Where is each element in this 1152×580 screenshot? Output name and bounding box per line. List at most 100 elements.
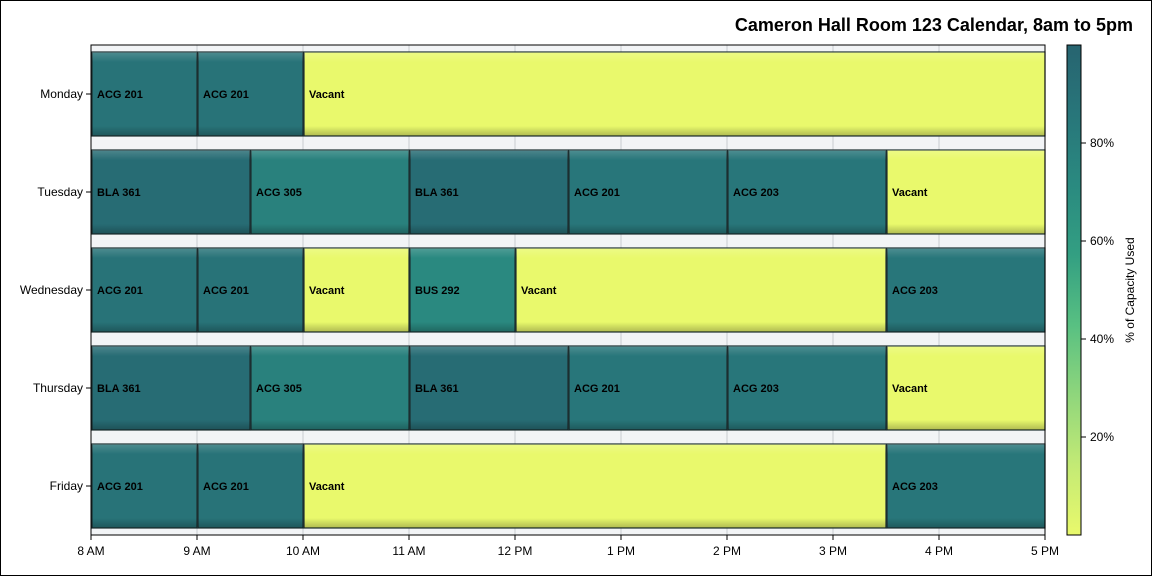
bar-bevel [304, 248, 409, 332]
segment: ACG 201 [91, 247, 198, 333]
bar-bevel [92, 248, 197, 332]
bar-bevel [92, 52, 197, 136]
bar-bevel [198, 248, 303, 332]
bar-label: ACG 201 [203, 89, 249, 101]
x-tick-label: 5 PM [1031, 544, 1059, 558]
bar-label: ACG 201 [203, 285, 249, 297]
x-tick-label: 9 AM [183, 544, 210, 558]
bar-label: BLA 361 [415, 383, 459, 395]
bar-bevel [569, 346, 727, 430]
x-tick-label: 8 AM [77, 544, 104, 558]
y-tick-label: Friday [50, 479, 83, 493]
segment: ACG 305 [250, 345, 410, 431]
bar-bevel [887, 248, 1045, 332]
segment: ACG 203 [727, 149, 887, 235]
chart-title: Cameron Hall Room 123 Calendar, 8am to 5… [734, 15, 1133, 35]
x-tick-label: 2 PM [713, 544, 741, 558]
bar-bevel [410, 248, 515, 332]
bar-label: ACG 203 [892, 285, 938, 297]
bar-bevel [92, 150, 250, 234]
colorbar-legend: 20% 40% 60% 80% % of Capacity Used [1066, 44, 1137, 536]
bar-label: ACG 305 [256, 383, 302, 395]
bar-label: ACG 201 [574, 383, 620, 395]
bar-label: ACG 201 [97, 89, 143, 101]
row-tuesday: BLA 361 ACG 305 BLA 361 ACG 201 ACG 203 Vacan… [91, 149, 1046, 235]
bar-label: Vacant [892, 187, 928, 199]
bar-bevel [92, 346, 250, 430]
bar-bevel [410, 150, 568, 234]
bar-label: ACG 203 [733, 187, 779, 199]
bar-bevel [887, 346, 1045, 430]
segment: ACG 201 [197, 443, 304, 529]
bar-label: BUS 292 [415, 285, 460, 297]
bar-label: Vacant [521, 285, 557, 297]
bar-bevel [887, 444, 1045, 528]
segment: Vacant [303, 443, 887, 529]
bar-bevel [728, 150, 886, 234]
bar-bevel [304, 52, 1045, 136]
colorbar-tick-label: 60% [1090, 234, 1114, 248]
segment: Vacant [303, 51, 1046, 137]
x-tick-label: 4 PM [925, 544, 953, 558]
row-thursday: BLA 361 ACG 305 BLA 361 ACG 201 ACG 203 Vacan… [91, 345, 1046, 431]
bar-bevel [887, 150, 1045, 234]
segment: Vacant [886, 149, 1046, 235]
bar-bevel [198, 444, 303, 528]
y-tick-label: Wednesday [20, 283, 83, 297]
bar-label: ACG 203 [733, 383, 779, 395]
bar-bevel [198, 52, 303, 136]
y-tick-label: Thursday [33, 381, 83, 395]
bar-label: ACG 201 [97, 481, 143, 493]
segment: BLA 361 [409, 345, 569, 431]
bar-bevel [410, 346, 568, 430]
bar-label: BLA 361 [97, 383, 141, 395]
segment: BLA 361 [409, 149, 569, 235]
x-tick-label: 10 AM [286, 544, 320, 558]
bar-label: BLA 361 [415, 187, 459, 199]
bar-label: Vacant [892, 383, 928, 395]
x-tick-label: 11 AM [392, 544, 425, 558]
x-tick-label: 3 PM [819, 544, 847, 558]
row-monday: ACG 201 ACG 201 Vacant [91, 51, 1046, 137]
axes: 8 AM 9 AM 10 AM 11 AM 12 PM 1 PM 2 PM 3 PM 4 PM 5… [20, 44, 1059, 558]
colorbar-tick-label: 40% [1090, 332, 1114, 346]
row-wednesday: ACG 201 ACG 201 Vacant BUS 292 Vacant ACG 203 [91, 247, 1046, 333]
segment: BLA 361 [91, 345, 251, 431]
bar-label: ACG 203 [892, 481, 938, 493]
segment: Vacant [886, 345, 1046, 431]
bar-bevel [92, 444, 197, 528]
segment: ACG 203 [727, 345, 887, 431]
bar-bevel [516, 248, 886, 332]
segment: ACG 201 [197, 247, 304, 333]
segment: ACG 201 [197, 51, 304, 137]
row-friday: ACG 201 ACG 201 Vacant ACG 203 [91, 443, 1046, 529]
segment: ACG 305 [250, 149, 410, 235]
bar-label: ACG 201 [203, 481, 249, 493]
segment: ACG 201 [568, 345, 728, 431]
x-tick-label: 12 PM [498, 544, 533, 558]
x-tick-label: 1 PM [607, 544, 635, 558]
bar-label: Vacant [309, 89, 345, 101]
segment: ACG 201 [91, 51, 198, 137]
bar-bevel [251, 150, 409, 234]
colorbar-label: % of Capacity Used [1123, 237, 1137, 342]
segment: ACG 203 [886, 443, 1046, 529]
y-tick-label: Monday [40, 87, 83, 101]
bar-bevel [251, 346, 409, 430]
segment: ACG 201 [568, 149, 728, 235]
bar-label: Vacant [309, 481, 345, 493]
y-tick-label: Tuesday [37, 185, 83, 199]
segment: Vacant [515, 247, 887, 333]
colorbar-tick-label: 20% [1090, 430, 1114, 444]
bar-label: BLA 361 [97, 187, 141, 199]
bar-label: ACG 201 [97, 285, 143, 297]
colorbar-gradient [1066, 44, 1082, 536]
bar-bevel [304, 444, 886, 528]
bar-bevel [728, 346, 886, 430]
bar-label: ACG 201 [574, 187, 620, 199]
segment: ACG 203 [886, 247, 1046, 333]
segment: Vacant [303, 247, 410, 333]
